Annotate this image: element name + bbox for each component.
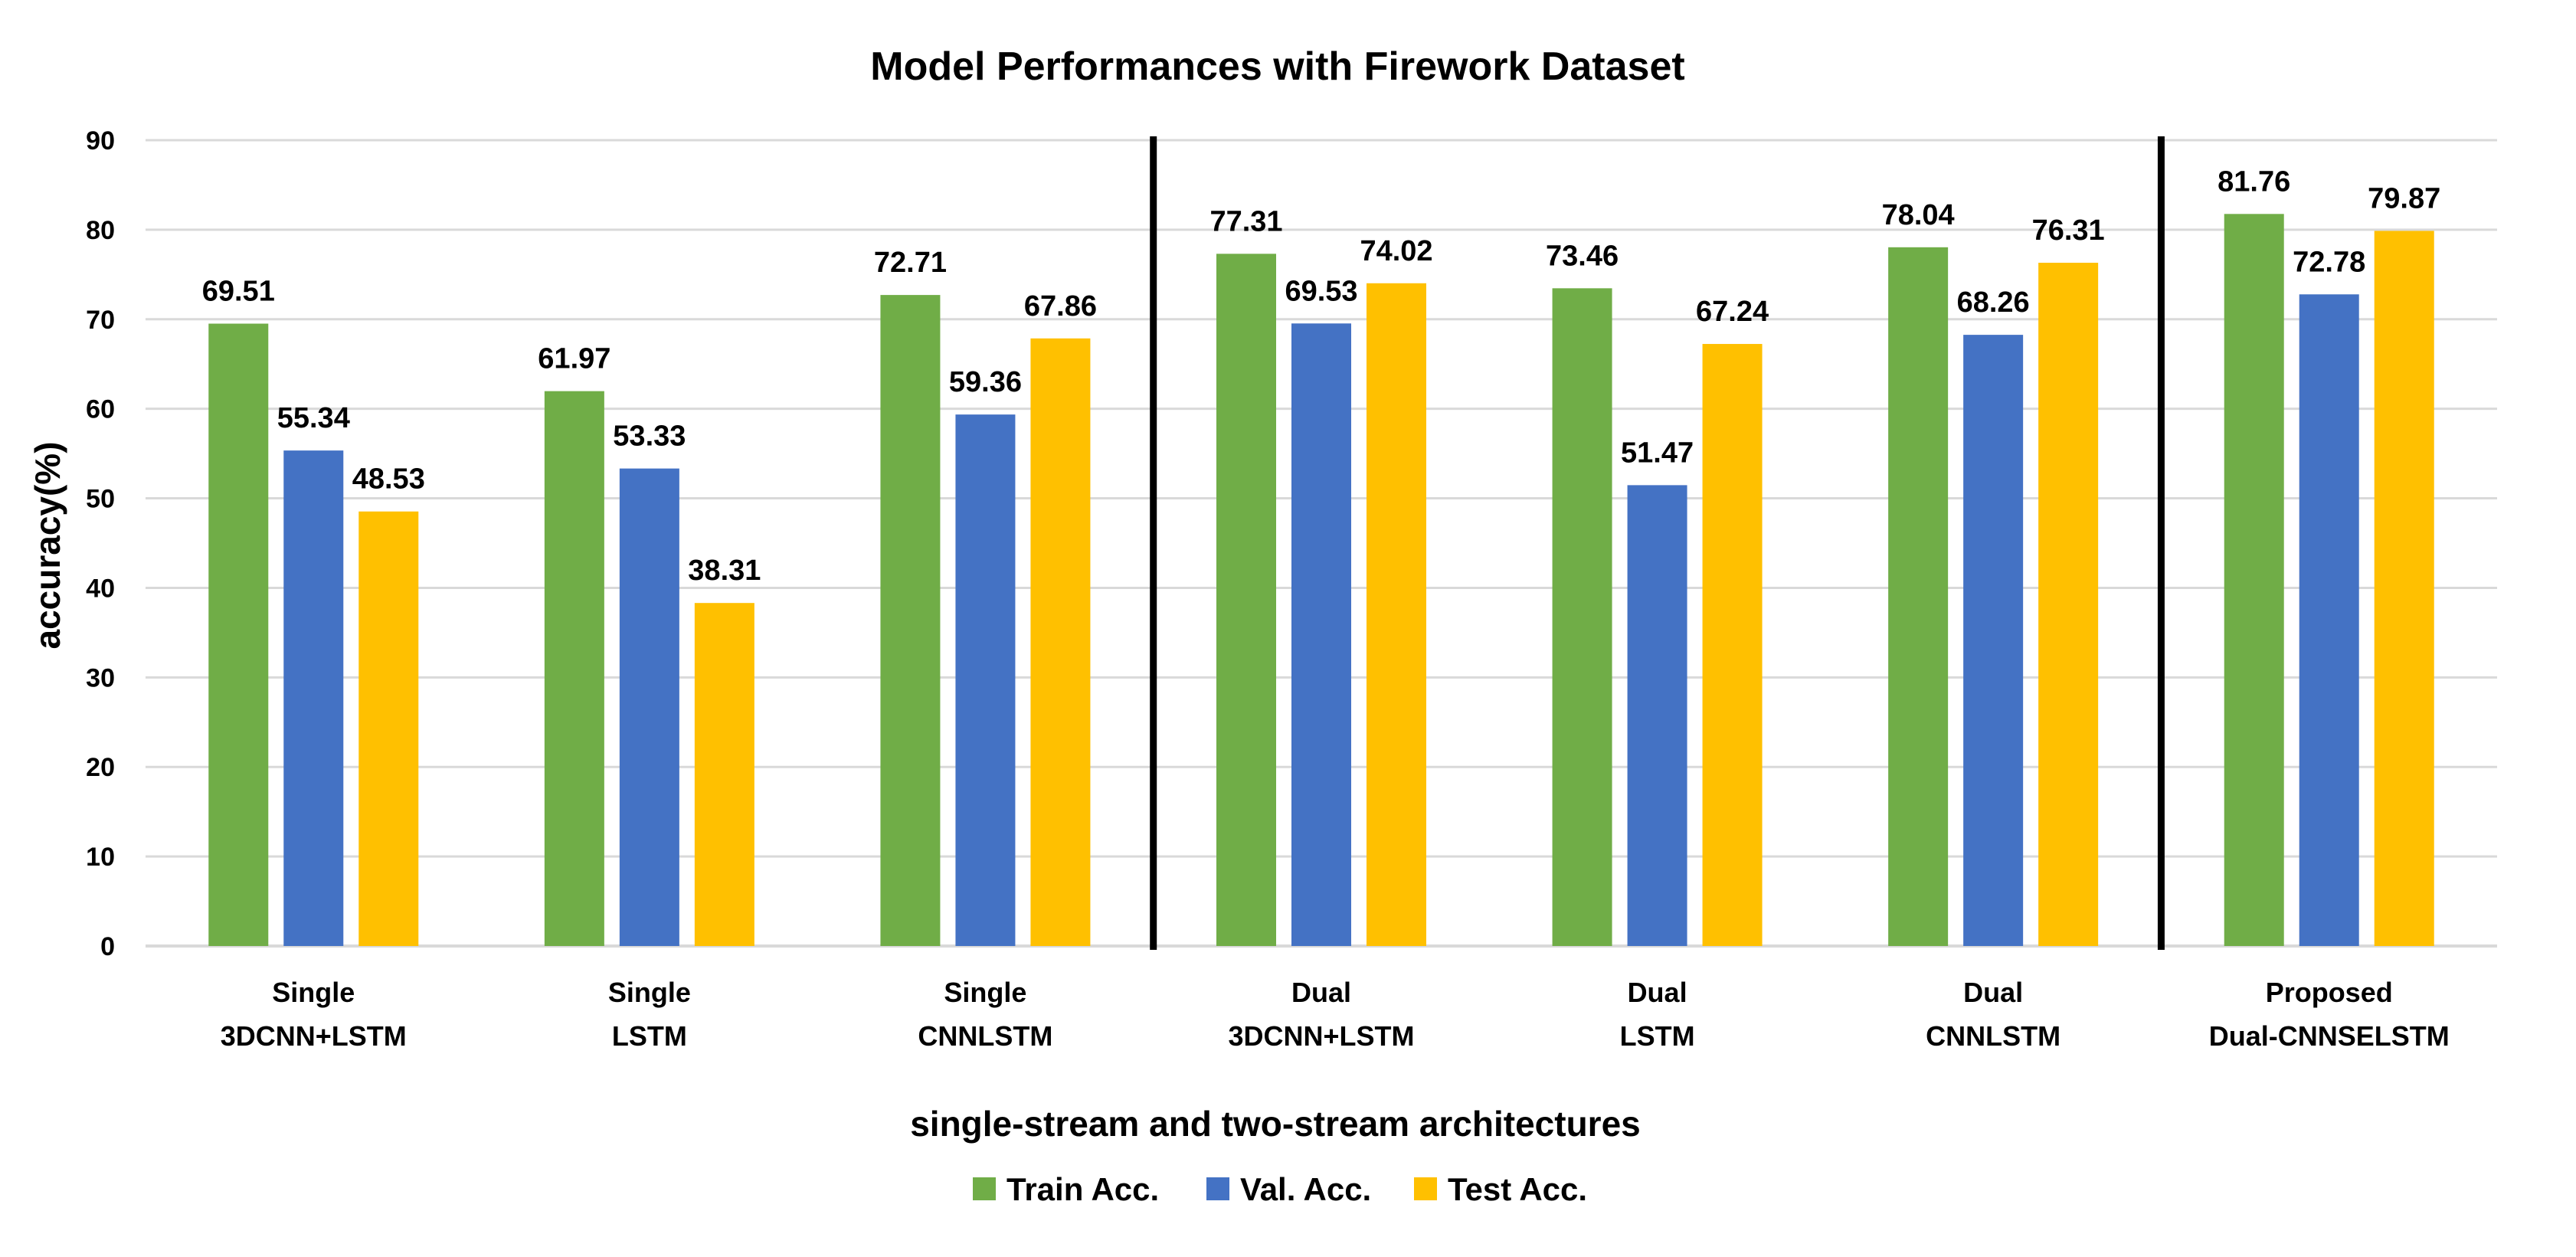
legend-label: Test Acc. (1448, 1171, 1587, 1207)
data-label: 78.04 (1882, 199, 1955, 231)
y-tick-label: 60 (86, 395, 115, 424)
legend: Train Acc. Val. Acc. Test Acc. (973, 1171, 1587, 1207)
data-label: 61.97 (538, 343, 610, 375)
legend-label: Train Acc. (1007, 1171, 1159, 1207)
bars (208, 214, 2434, 947)
x-tick-label: Dual-CNNSELSTM (2209, 1020, 2450, 1052)
x-axis-ticks: Single 3DCNN+LSTM Single LSTM Single CNNLSTM D… (221, 977, 2450, 1052)
bar-train-acc (1552, 288, 1612, 946)
bar-train-acc (2224, 214, 2284, 947)
x-tick-label: Dual (1291, 977, 1351, 1008)
data-label: 59.36 (949, 366, 1022, 398)
bar-train-acc (1216, 254, 1276, 946)
data-label: 51.47 (1621, 437, 1694, 469)
y-tick-label: 40 (86, 574, 115, 603)
bar-train-acc (880, 295, 941, 946)
bar-val-acc (619, 468, 679, 946)
y-tick-label: 50 (86, 485, 115, 514)
y-tick-label: 90 (86, 126, 115, 155)
data-label: 79.87 (2368, 182, 2440, 214)
y-axis-ticks: 0 10 20 30 40 50 60 70 80 90 (86, 126, 115, 961)
bar-val-acc (1963, 335, 2024, 946)
data-label: 69.51 (202, 276, 275, 308)
legend-swatch (1206, 1177, 1229, 1200)
x-tick-label: LSTM (612, 1020, 687, 1052)
bar-test-acc (1702, 344, 1763, 946)
bar-val-acc (283, 450, 344, 946)
y-tick-label: 10 (86, 843, 115, 872)
bar-test-acc (1367, 283, 1426, 946)
y-tick-label: 0 (100, 932, 115, 961)
x-tick-label: Proposed (2266, 977, 2393, 1008)
x-tick-label: CNNLSTM (1926, 1020, 2060, 1052)
data-label: 48.53 (352, 463, 425, 496)
y-tick-label: 80 (86, 216, 115, 245)
bar-train-acc (1888, 247, 1949, 947)
y-tick-label: 30 (86, 663, 115, 692)
x-tick-label: Single (272, 977, 355, 1008)
bar-train-acc (544, 391, 604, 947)
data-label: 69.53 (1285, 275, 1357, 307)
chart-title: Model Performances with Firework Dataset (870, 44, 1684, 89)
legend-swatch (973, 1177, 996, 1200)
x-tick-label: CNNLSTM (918, 1020, 1052, 1052)
data-label: 38.31 (688, 555, 761, 587)
bar-val-acc (1291, 323, 1351, 946)
x-tick-label: Single (608, 977, 691, 1008)
data-label: 67.86 (1024, 290, 1097, 322)
x-tick-label: LSTM (1620, 1020, 1695, 1052)
x-tick-label: Dual (1963, 977, 2023, 1008)
x-axis-label: single-stream and two-stream architectur… (910, 1104, 1641, 1144)
bar-val-acc (955, 414, 1016, 946)
legend-swatch (1414, 1177, 1437, 1200)
bar-test-acc (2374, 231, 2434, 946)
bar-test-acc (1030, 338, 1091, 946)
data-label: 77.31 (1209, 205, 1282, 237)
data-label: 76.31 (2032, 214, 2105, 247)
bar-test-acc (2038, 263, 2099, 946)
x-tick-label: Dual (1628, 977, 1687, 1008)
bar-val-acc (1627, 485, 1687, 946)
data-label: 72.78 (2293, 246, 2365, 278)
bar-train-acc (208, 323, 269, 946)
data-label: 81.76 (2218, 165, 2290, 198)
x-tick-label: 3DCNN+LSTM (221, 1020, 407, 1052)
bar-val-acc (2299, 294, 2359, 946)
data-label: 73.46 (1546, 240, 1619, 272)
data-label: 67.24 (1696, 296, 1769, 328)
legend-label: Val. Acc. (1240, 1171, 1371, 1207)
x-tick-label: Single (944, 977, 1026, 1008)
bar-test-acc (694, 603, 754, 946)
data-label: 55.34 (277, 402, 350, 434)
data-label: 68.26 (1957, 286, 2030, 319)
bar-test-acc (358, 511, 419, 946)
data-label: 72.71 (874, 247, 947, 279)
x-tick-label: 3DCNN+LSTM (1228, 1020, 1414, 1052)
data-label: 74.02 (1360, 235, 1432, 267)
group-dividers (1150, 136, 2165, 950)
y-tick-label: 70 (86, 306, 115, 335)
data-label: 53.33 (613, 421, 686, 453)
y-tick-label: 20 (86, 753, 115, 782)
y-axis-label: accuracy(%) (28, 441, 67, 649)
